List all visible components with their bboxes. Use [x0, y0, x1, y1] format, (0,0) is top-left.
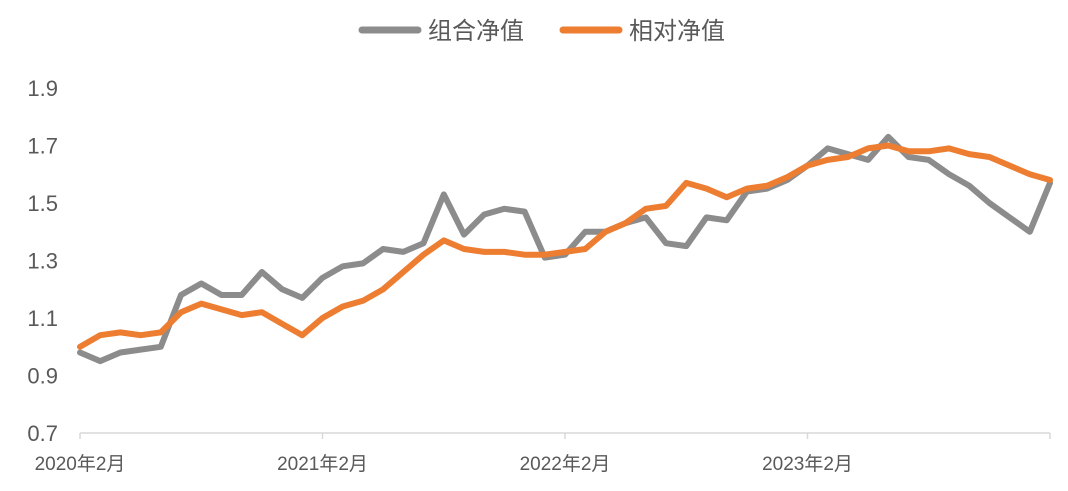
y-tick-label: 1.9: [27, 76, 58, 101]
y-tick-label: 0.7: [27, 421, 58, 446]
legend: 组合净值 相对净值: [358, 18, 725, 45]
x-tick-label: 2023年2月: [762, 453, 853, 475]
series-line-2: [77, 142, 1053, 350]
y-tick-label: 1.7: [27, 134, 58, 159]
y-axis: 0.7 0.9 1.1 1.3 1.5 1.7 1.9: [27, 76, 58, 446]
legend-label-1: 组合净值: [428, 18, 524, 45]
x-tick-label: 2020年2月: [35, 453, 126, 475]
y-tick-label: 1.5: [27, 191, 58, 216]
x-tick-label: 2021年2月: [277, 453, 368, 475]
legend-label-2: 相对净值: [629, 18, 725, 45]
x-axis: 2020年2月 2021年2月 2022年2月 2023年2月: [35, 432, 1051, 475]
series-layer: [77, 133, 1053, 365]
y-tick-label: 0.9: [27, 364, 58, 389]
y-tick-label: 1.3: [27, 249, 58, 274]
x-tick-label: 2022年2月: [520, 453, 611, 475]
y-tick-label: 1.1: [27, 306, 58, 331]
